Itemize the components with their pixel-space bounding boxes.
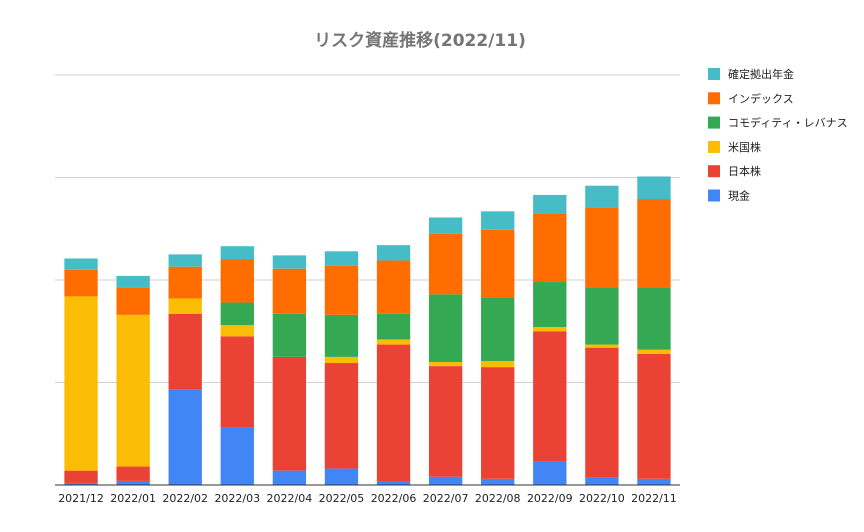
- bar-segment: [324, 363, 359, 469]
- x-tick-label: 2022/08: [475, 492, 521, 505]
- bar-segment: [637, 199, 671, 288]
- bar-segment: [585, 287, 619, 345]
- gridlines: [55, 74, 680, 383]
- bar-segment: [64, 258, 98, 270]
- bar-segment: [116, 287, 150, 315]
- x-tick-label: 2022/05: [319, 492, 365, 505]
- bar-segment: [585, 477, 619, 485]
- bar-segment: [168, 389, 202, 485]
- bar-segment: [272, 470, 307, 485]
- bar-segment: [64, 269, 98, 297]
- bar-segment: [116, 466, 150, 481]
- bars: [64, 176, 671, 485]
- legend-swatch: [708, 116, 720, 129]
- bar-segment: [168, 266, 202, 299]
- x-tick-label: 2022/07: [423, 492, 469, 505]
- legend-label: 日本株: [728, 164, 761, 178]
- legend-swatch: [708, 92, 720, 105]
- legend-swatch: [708, 165, 720, 178]
- legend-label: 米国株: [728, 140, 761, 154]
- bar-segment: [168, 298, 202, 314]
- bar-segment: [481, 360, 515, 368]
- bar-segment: [116, 314, 150, 467]
- legend-swatch: [708, 68, 720, 80]
- bar-segment: [637, 176, 671, 200]
- bar-segment: [533, 331, 567, 462]
- x-tick-label: 2022/03: [214, 492, 260, 505]
- bar-segment: [116, 275, 150, 288]
- bar-segment: [376, 344, 411, 482]
- bar-segment: [533, 327, 567, 332]
- bar-segment: [428, 233, 463, 295]
- legend-swatch: [708, 189, 720, 202]
- bar-segment: [533, 194, 567, 214]
- bar-segment: [428, 294, 463, 362]
- bar-segment: [324, 265, 359, 315]
- bar-segment: [428, 362, 463, 367]
- legend-label: コモディティ・レバナス: [728, 116, 848, 130]
- bar-segment: [168, 313, 202, 390]
- x-tick-label: 2022/04: [267, 492, 313, 505]
- bar-segment: [637, 349, 671, 354]
- x-tick-label: 2022/06: [371, 492, 417, 505]
- x-tick-label: 2022/09: [527, 492, 573, 505]
- bar-segment: [324, 468, 359, 485]
- bar-segment: [428, 366, 463, 477]
- bar-segment: [64, 470, 98, 483]
- bar-segment: [376, 481, 411, 485]
- bar-segment: [324, 251, 359, 266]
- bar-segment: [481, 478, 515, 485]
- bar-segment: [481, 367, 515, 479]
- bar-segment: [533, 213, 567, 283]
- bar-segment: [428, 476, 463, 485]
- x-axis-ticks: 2021/12 2022/01 2022/02 2022/03 2022/04 2022/…: [58, 492, 677, 505]
- bar-segment: [220, 325, 254, 337]
- bar-segment: [220, 336, 254, 428]
- bar-segment: [272, 313, 307, 357]
- bar-segment: [481, 229, 515, 298]
- x-tick-label: 2021/12: [58, 492, 104, 505]
- bar-segment: [481, 297, 515, 361]
- bar-segment: [585, 344, 619, 348]
- x-tick-label: 2022/10: [579, 492, 625, 505]
- bar-segment: [481, 211, 515, 230]
- bar-segment: [272, 255, 307, 269]
- bar-segment: [168, 254, 202, 267]
- bar-segment: [585, 207, 619, 288]
- x-tick-label: 2022/01: [110, 492, 156, 505]
- bar-segment: [637, 287, 671, 350]
- legend-label: インデックス: [728, 91, 794, 105]
- bar-segment: [324, 356, 359, 364]
- bar-segment: [637, 478, 671, 485]
- legend-label: 確定拠出年金: [728, 67, 794, 81]
- bar-segment: [376, 245, 411, 261]
- bar-segment: [324, 314, 359, 357]
- bar-segment: [533, 461, 567, 485]
- bar-segment: [376, 260, 411, 314]
- legend-label: 現金: [728, 189, 750, 203]
- bar-segment: [637, 353, 671, 479]
- x-tick-label: 2022/02: [162, 492, 208, 505]
- chart-title: リスク資産推移(2022/11): [314, 30, 526, 51]
- bar-segment: [220, 246, 254, 260]
- bar-segment: [220, 302, 254, 326]
- x-tick-label: 2022/11: [631, 492, 677, 505]
- bar-segment: [64, 296, 98, 471]
- bar-segment: [585, 347, 619, 478]
- legend-swatch: [708, 140, 720, 153]
- bar-segment: [428, 217, 463, 234]
- bar-segment: [585, 185, 619, 208]
- bar-segment: [272, 356, 307, 471]
- bar-segment: [220, 427, 254, 485]
- bar-segment: [376, 339, 411, 345]
- bar-segment: [376, 313, 411, 340]
- bar-segment: [116, 480, 150, 485]
- bar-segment: [64, 482, 98, 485]
- bar-segment: [533, 282, 567, 328]
- bar-segment: [272, 268, 307, 314]
- bar-segment: [220, 259, 254, 303]
